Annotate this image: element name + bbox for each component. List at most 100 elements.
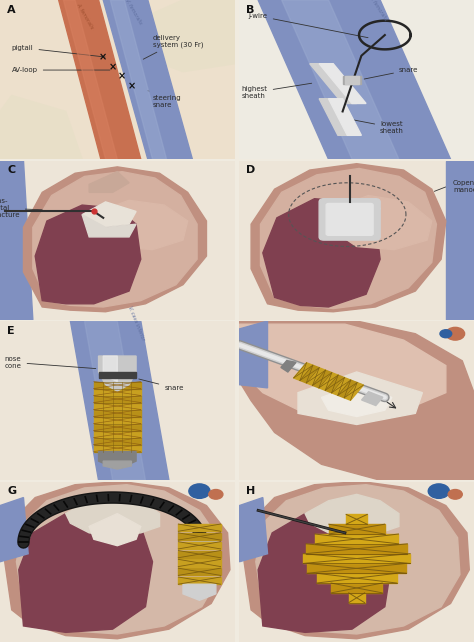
Polygon shape: [66, 494, 160, 536]
Polygon shape: [349, 593, 365, 603]
Text: steering
snare: steering snare: [148, 91, 181, 108]
Polygon shape: [84, 321, 146, 480]
Polygon shape: [319, 372, 338, 390]
Text: Copenhagen
manoeuvre: Copenhagen manoeuvre: [453, 180, 474, 193]
Polygon shape: [310, 64, 356, 103]
Polygon shape: [19, 510, 153, 632]
Polygon shape: [94, 438, 141, 444]
Polygon shape: [331, 583, 383, 593]
Polygon shape: [99, 372, 136, 378]
Polygon shape: [0, 482, 235, 642]
Polygon shape: [70, 321, 169, 480]
Text: A. femoralis: A. femoralis: [75, 2, 94, 30]
Polygon shape: [305, 494, 399, 536]
Polygon shape: [344, 383, 364, 400]
Polygon shape: [5, 482, 230, 639]
Polygon shape: [312, 370, 332, 388]
Polygon shape: [328, 99, 361, 135]
Polygon shape: [300, 365, 319, 383]
Text: C: C: [7, 165, 15, 175]
Polygon shape: [315, 534, 399, 544]
Polygon shape: [0, 160, 33, 320]
Text: AV-loop: AV-loop: [12, 67, 110, 73]
Polygon shape: [17, 485, 220, 634]
Polygon shape: [319, 99, 352, 135]
Text: H: H: [246, 487, 255, 496]
Text: trans-
septal
puncture: trans- septal puncture: [0, 198, 82, 218]
Circle shape: [446, 327, 465, 340]
Text: ×: ×: [99, 52, 107, 62]
Polygon shape: [251, 164, 446, 312]
Circle shape: [448, 489, 462, 499]
Polygon shape: [321, 385, 392, 417]
Polygon shape: [99, 451, 136, 467]
Text: D: D: [246, 165, 255, 175]
Polygon shape: [319, 64, 366, 103]
Polygon shape: [325, 375, 345, 393]
Polygon shape: [178, 577, 220, 584]
Polygon shape: [362, 392, 383, 406]
Polygon shape: [258, 0, 450, 159]
Polygon shape: [82, 202, 136, 227]
Text: F: F: [246, 325, 254, 336]
Circle shape: [189, 484, 210, 498]
Polygon shape: [89, 171, 129, 193]
Polygon shape: [99, 356, 136, 391]
Polygon shape: [178, 550, 220, 558]
Polygon shape: [94, 395, 141, 403]
Polygon shape: [33, 171, 197, 307]
Text: E: E: [7, 325, 15, 336]
Polygon shape: [103, 356, 117, 381]
Polygon shape: [94, 424, 141, 431]
Polygon shape: [306, 544, 407, 553]
Polygon shape: [178, 568, 220, 575]
Polygon shape: [239, 321, 267, 388]
Polygon shape: [346, 514, 367, 525]
Polygon shape: [239, 324, 446, 417]
Polygon shape: [103, 461, 131, 469]
Polygon shape: [0, 96, 82, 159]
Text: delivery
system (30 Fr): delivery system (30 Fr): [143, 35, 203, 59]
Polygon shape: [178, 559, 220, 567]
Polygon shape: [23, 167, 207, 312]
Polygon shape: [94, 431, 141, 438]
Text: ×: ×: [109, 62, 117, 72]
Polygon shape: [306, 368, 326, 385]
Polygon shape: [331, 377, 351, 395]
Polygon shape: [183, 584, 216, 600]
Polygon shape: [94, 403, 141, 410]
Polygon shape: [239, 321, 474, 480]
Polygon shape: [94, 388, 141, 395]
Text: G: G: [7, 487, 16, 496]
Polygon shape: [298, 372, 422, 424]
Polygon shape: [59, 0, 141, 159]
Circle shape: [428, 484, 449, 498]
Polygon shape: [35, 205, 141, 304]
Polygon shape: [178, 533, 220, 540]
Polygon shape: [239, 0, 474, 159]
Polygon shape: [178, 524, 220, 532]
Polygon shape: [82, 214, 136, 237]
Polygon shape: [0, 0, 235, 159]
Polygon shape: [343, 76, 361, 84]
Polygon shape: [261, 168, 437, 309]
Text: ×: ×: [128, 81, 136, 91]
Polygon shape: [282, 0, 399, 159]
Polygon shape: [317, 573, 397, 583]
Text: V. femoralis: V. femoralis: [368, 0, 388, 22]
Polygon shape: [0, 160, 235, 320]
FancyBboxPatch shape: [319, 199, 380, 240]
Polygon shape: [94, 417, 141, 424]
Polygon shape: [345, 76, 359, 84]
Polygon shape: [338, 380, 357, 398]
Text: snare: snare: [364, 67, 418, 79]
Text: V. femoralis: V. femoralis: [124, 0, 143, 25]
FancyBboxPatch shape: [326, 204, 373, 236]
Text: nose
cone: nose cone: [5, 356, 96, 369]
Polygon shape: [307, 564, 407, 573]
Text: J-wire: J-wire: [249, 13, 368, 38]
Text: pigtail: pigtail: [12, 45, 105, 57]
Polygon shape: [0, 498, 28, 562]
Polygon shape: [239, 482, 474, 642]
Text: snare: snare: [139, 379, 183, 391]
